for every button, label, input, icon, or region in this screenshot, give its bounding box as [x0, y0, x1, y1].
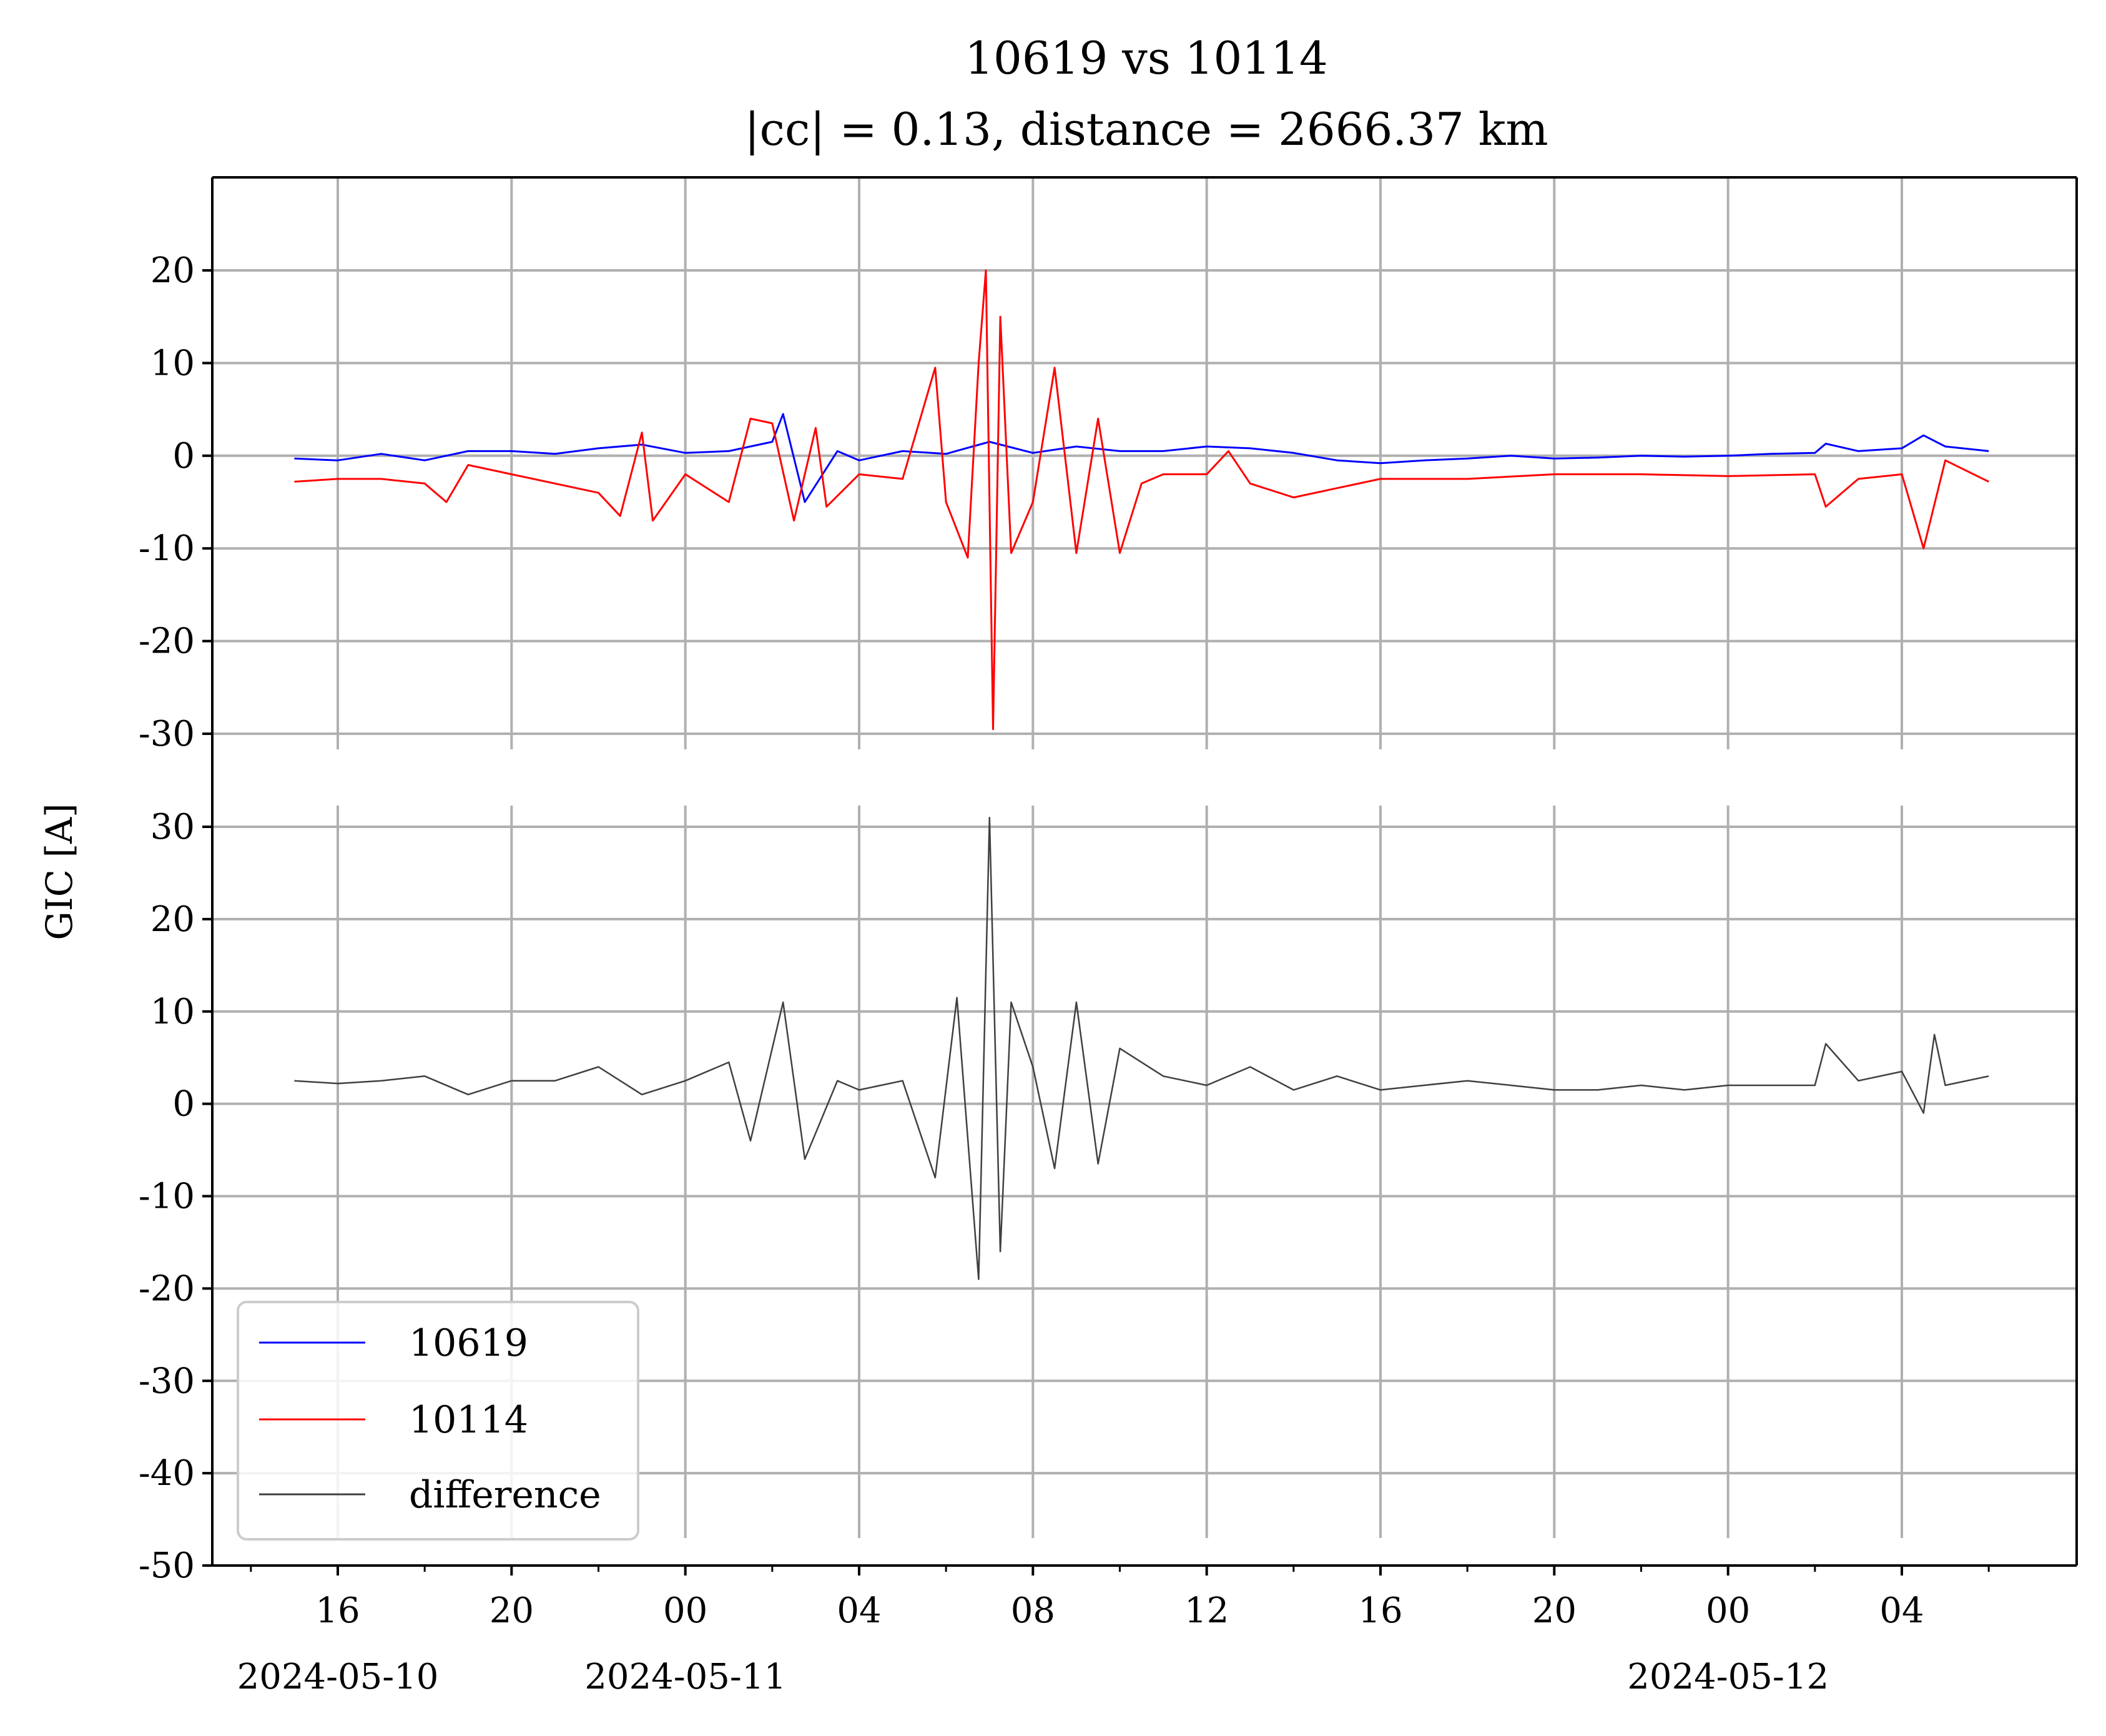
legend-box [237, 1301, 639, 1541]
x-date-label-8: 2024-05-12 [1627, 1657, 1829, 1697]
y-tick-label-1-8: -50 [139, 1546, 195, 1586]
legend: 10619 10114 difference [237, 1301, 639, 1541]
y-tick-label-0-1: 10 [150, 343, 195, 383]
x-tick-label-5: 12 [1184, 1591, 1229, 1631]
y-tick-label-1-6: -30 [139, 1361, 195, 1401]
y-tick-label-0-5: -30 [139, 714, 195, 754]
x-tick-label-1: 20 [490, 1591, 534, 1631]
y-tick-label-1-5: -20 [139, 1268, 195, 1309]
y-tick-label-1-4: -10 [139, 1176, 195, 1217]
x-tick-label-4: 08 [1011, 1591, 1055, 1631]
y-tick-label-0-0: 20 [150, 250, 195, 291]
x-tick-label-6: 16 [1358, 1591, 1402, 1631]
y-tick-label-0-4: -20 [139, 621, 195, 662]
y-tick-label-1-7: -40 [139, 1453, 195, 1494]
y-tick-label-1-0: 30 [150, 807, 195, 847]
x-tick-label-0: 16 [315, 1591, 360, 1631]
chart-subtitle: |cc| = 0.13, distance = 2666.37 km [744, 103, 1548, 155]
y-tick-label-1-3: 0 [172, 1084, 195, 1125]
legend-label-10114: 10114 [409, 1398, 528, 1442]
chart-title: 10619 vs 10114 [965, 32, 1327, 84]
y-tick-label-0-3: -10 [139, 528, 195, 569]
legend-label-difference: difference [409, 1473, 601, 1517]
axes-layer: 20 10 0 -10 -20 -30 30 20 10 0 -10 -20 -30 -40 -50 16 20… [139, 176, 2078, 1697]
series-line-difference [294, 816, 1989, 1280]
series-line-10619 [294, 413, 1989, 503]
y-tick-label-1-2: 10 [150, 992, 195, 1032]
y-tick-label-0-2: 0 [172, 436, 195, 476]
x-tick-label-9: 04 [1879, 1591, 1924, 1631]
x-date-label-2: 2024-05-11 [584, 1657, 786, 1697]
y-tick-label-1-1: 20 [150, 899, 195, 940]
series-layer [294, 269, 1989, 1280]
series-line-10114 [294, 269, 1989, 731]
x-tick-label-8: 00 [1706, 1591, 1750, 1631]
x-tick-label-2: 00 [663, 1591, 707, 1631]
y-axis-label: GIC [A] [38, 803, 81, 940]
x-tick-label-7: 20 [1532, 1591, 1577, 1631]
x-date-label-0: 2024-05-10 [237, 1657, 439, 1697]
legend-label-10619: 10619 [409, 1321, 528, 1365]
x-tick-label-3: 04 [837, 1591, 881, 1631]
